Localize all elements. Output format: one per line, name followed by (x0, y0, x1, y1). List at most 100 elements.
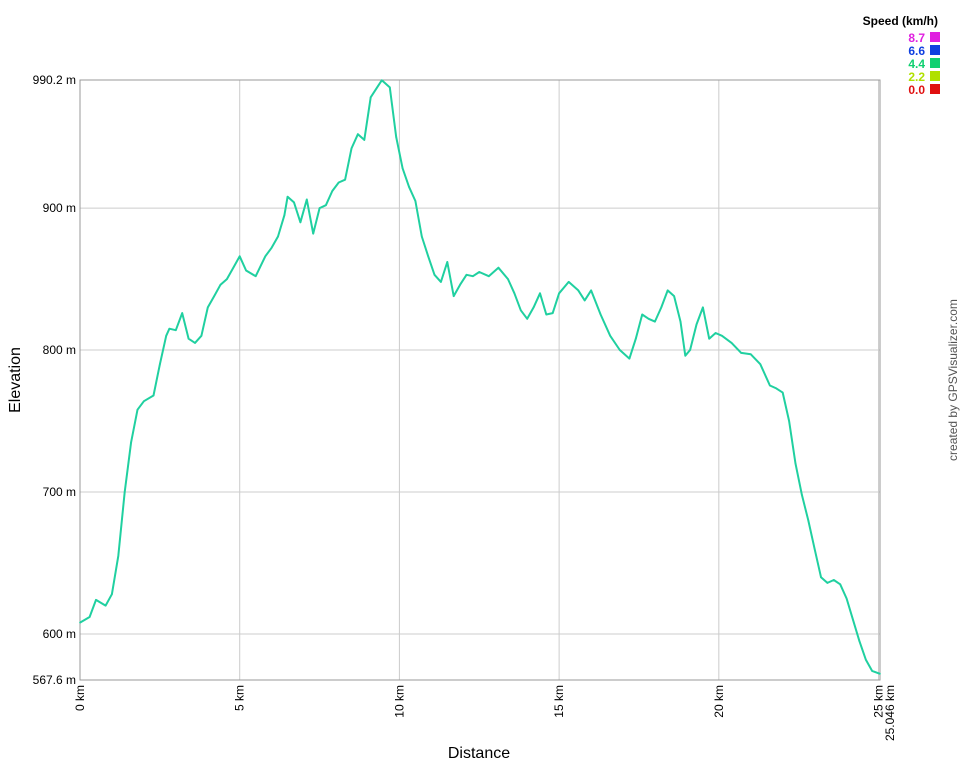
elevation-point (472, 275, 474, 278)
elevation-point (363, 139, 366, 141)
elevation-point (577, 289, 580, 292)
elevation-point (775, 387, 778, 390)
elevation-point (813, 548, 816, 550)
y-tick-labels: 567.6 m 600 m 700 m 800 m 900 m 990.2 m (33, 73, 76, 687)
y-tick-label: 567.6 m (33, 673, 76, 687)
elevation-point (452, 295, 455, 297)
elevation-point (551, 312, 554, 314)
elevation-point (666, 289, 669, 292)
elevation-point (331, 190, 334, 192)
elevation-point (858, 640, 861, 642)
elevation-point (628, 357, 631, 360)
elevation-point (136, 408, 139, 411)
elevation-point (270, 247, 273, 249)
elevation-point (526, 318, 528, 320)
legend-swatch (930, 32, 940, 42)
elevation-point (219, 283, 222, 286)
elevation-point (299, 221, 302, 224)
credit-text: created by GPSVisualizer.com (946, 299, 960, 461)
elevation-point (673, 295, 675, 297)
elevation-line (79, 79, 881, 675)
elevation-point (465, 274, 468, 276)
x-tick-label: 25.046 km (883, 685, 897, 741)
elevation-point (440, 281, 442, 283)
elevation-point (759, 363, 762, 366)
elevation-point (175, 329, 177, 332)
elevation-point (488, 275, 490, 278)
elevation-point (750, 353, 752, 356)
elevation-point (325, 204, 327, 206)
y-tick-label: 990.2 m (33, 73, 76, 87)
elevation-point (788, 420, 790, 422)
y-tick-label: 900 m (43, 201, 76, 215)
elevation-point (226, 278, 228, 280)
elevation-point (833, 579, 835, 581)
elevation-point (590, 289, 592, 292)
elevation-point (459, 283, 461, 286)
elevation-point (695, 323, 698, 326)
elevation-point (213, 295, 215, 297)
elevation-point (513, 292, 516, 295)
elevation-point (408, 186, 410, 188)
legend-swatch (930, 58, 940, 68)
legend-label: 6.6 (908, 44, 925, 58)
elevation-point (187, 337, 190, 340)
elevation-point (111, 593, 113, 595)
elevation-point (609, 335, 611, 337)
elevation-point (357, 133, 359, 135)
elevation-point (232, 266, 235, 269)
y-tick-label: 700 m (43, 485, 76, 499)
elevation-point (79, 621, 81, 624)
elevation-point (337, 181, 340, 184)
elevation-point (641, 313, 643, 316)
elevation-point (344, 178, 346, 181)
elevation-point (168, 327, 171, 330)
elevation-point (165, 335, 167, 337)
elevation-point (845, 597, 848, 600)
elevation-point (264, 255, 267, 258)
elevation-point (684, 354, 687, 357)
elevation-point (532, 306, 535, 309)
elevation-point (679, 320, 682, 323)
elevation-point (702, 306, 704, 309)
elevation-point (769, 384, 771, 387)
legend-label: 4.4 (908, 57, 925, 71)
elevation-point (545, 313, 548, 316)
legend-swatch (930, 71, 940, 81)
elevation-point (254, 275, 257, 278)
elevation-point (286, 195, 289, 198)
elevation-point (207, 306, 209, 309)
legend-swatch (930, 45, 940, 55)
y-axis-title: Elevation (7, 347, 24, 413)
elevation-point (714, 332, 717, 334)
legend-label: 0.0 (908, 83, 925, 97)
elevation-point (689, 349, 691, 351)
elevation-point (801, 494, 803, 496)
x-tick-label: 5 km (233, 685, 247, 711)
elevation-point (433, 274, 436, 276)
elevation-point (350, 147, 353, 150)
legend-label: 2.2 (908, 70, 925, 84)
elevation-point (558, 292, 560, 295)
elevation-point (635, 337, 637, 340)
elevation-point (567, 281, 570, 283)
elevation-point (730, 342, 733, 344)
elevation-point (130, 441, 132, 444)
elevation-point (740, 352, 742, 354)
elevation-point (839, 583, 841, 586)
elevation-point (583, 299, 586, 302)
elevation-point (401, 167, 404, 170)
y-tick-label: 600 m (43, 627, 76, 641)
elevation-point (647, 318, 650, 320)
elevation-point (95, 599, 97, 601)
elevation-point (104, 604, 107, 607)
elevation-point (88, 616, 91, 618)
elevation-point (478, 271, 481, 273)
x-tick-label: 20 km (712, 685, 726, 718)
elevation-point (283, 214, 286, 216)
elevation-series (79, 79, 881, 675)
elevation-point (414, 200, 417, 202)
elevation-point (123, 491, 126, 493)
elevation-point (238, 255, 241, 258)
legend-label: 8.7 (908, 31, 925, 45)
